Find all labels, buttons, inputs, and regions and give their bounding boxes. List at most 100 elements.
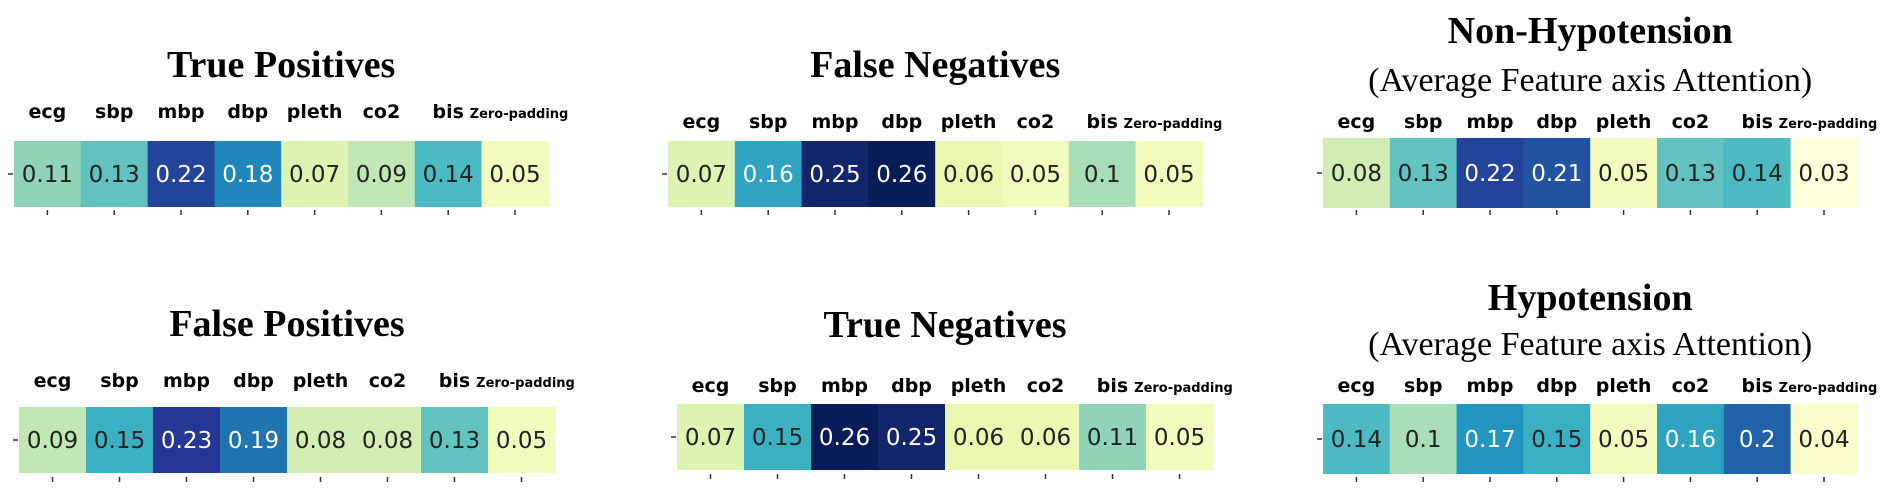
cell-value-label: 0.04 [1798, 427, 1849, 453]
feature-label: pleth [1596, 111, 1652, 133]
cell-value-label: 0.1 [1405, 427, 1442, 453]
heatmap-cell [945, 404, 1013, 470]
heatmap-cell [1323, 404, 1391, 474]
heatmap-cell [734, 141, 803, 207]
feature-label: mbp [821, 375, 868, 397]
cell-value-label: 0.22 [155, 162, 206, 188]
heatmap-cell [1323, 138, 1391, 208]
cell-value-label: 0.05 [496, 428, 547, 454]
heatmap-cell [214, 141, 282, 207]
feature-label: pleth [951, 375, 1007, 397]
heatmap-cell [1590, 404, 1658, 474]
heatmap-cell [677, 404, 745, 470]
heatmap-cell [868, 141, 936, 207]
feature-label: dbp [1536, 375, 1577, 397]
feature-label: bis [1097, 375, 1128, 397]
cell-value-label: 0.16 [1665, 427, 1716, 453]
heatmap-cell [421, 407, 489, 473]
feature-label: sbp [749, 111, 788, 133]
chart-title: True Positives [167, 44, 395, 86]
heatmap-cell [354, 407, 422, 473]
feature-label: pleth [287, 101, 343, 123]
chart-title: False Positives [169, 303, 404, 345]
feature-label: pleth [293, 370, 349, 392]
feature-label: ecg [34, 370, 72, 392]
cell-value-label: 0.06 [953, 425, 1004, 451]
heatmap-cell [14, 141, 82, 207]
cell-value-label: 0.14 [1331, 427, 1382, 453]
feature-label: sbp [1404, 111, 1443, 133]
heatmap-cell [19, 407, 87, 473]
feature-label: sbp [100, 370, 139, 392]
cell-value-label: 0.16 [743, 162, 794, 188]
cell-value-label: 0.26 [819, 425, 870, 451]
feature-label: Zero-padding [1779, 381, 1878, 396]
feature-label: mbp [1467, 111, 1514, 133]
heatmap-cell [488, 407, 556, 473]
feature-label: co2 [363, 101, 401, 123]
heatmap-cell [811, 404, 879, 470]
heatmap-cell [481, 141, 549, 207]
heatmap-cell [1146, 404, 1214, 470]
heatmap-cell [1012, 404, 1080, 470]
cell-value-label: 0.05 [489, 162, 540, 188]
cell-value-label: 0.05 [1143, 162, 1194, 188]
feature-label: sbp [95, 101, 134, 123]
heatmap-cell [414, 141, 483, 207]
cell-value-label: 0.06 [1020, 425, 1071, 451]
feature-label: Zero-padding [1779, 117, 1878, 132]
cell-value-label: 0.13 [1665, 161, 1716, 187]
cell-value-label: 0.22 [1464, 161, 1515, 187]
heatmap-cell [1079, 404, 1147, 470]
feature-label: Zero-padding [470, 107, 569, 122]
feature-label: ecg [1338, 375, 1376, 397]
feature-label: dbp [227, 101, 268, 123]
feature-label: Zero-padding [476, 376, 575, 391]
feature-label: dbp [233, 370, 274, 392]
cell-value-label: 0.13 [89, 162, 140, 188]
feature-label: sbp [758, 375, 797, 397]
cell-value-label: 0.25 [809, 162, 860, 188]
cell-value-label: 0.1 [1084, 162, 1121, 188]
feature-label: bis [1741, 111, 1772, 133]
feature-label: co2 [1027, 375, 1065, 397]
heatmap-cell [220, 407, 288, 473]
cell-value-label: 0.15 [94, 428, 145, 454]
feature-label: co2 [1672, 111, 1710, 133]
cell-value-label: 0.05 [1598, 161, 1649, 187]
cell-value-label: 0.14 [1732, 161, 1783, 187]
heatmap-cell [744, 404, 812, 470]
cell-value-label: 0.18 [222, 162, 273, 188]
feature-label: pleth [941, 111, 997, 133]
heatmap-cell [1002, 141, 1070, 207]
heatmap-cell [1523, 404, 1591, 474]
cell-value-label: 0.13 [429, 428, 480, 454]
heatmap-cell [1135, 141, 1203, 207]
feature-label: ecg [683, 111, 721, 133]
feature-label: bis [432, 101, 463, 123]
cell-value-label: 0.14 [423, 162, 474, 188]
feature-label: mbp [812, 111, 859, 133]
heatmap-cell [1389, 404, 1458, 474]
feature-label: ecg [29, 101, 67, 123]
cell-value-label: 0.15 [1531, 427, 1582, 453]
cell-value-label: 0.08 [295, 428, 346, 454]
feature-label: bis [1086, 111, 1117, 133]
cell-value-label: 0.2 [1739, 427, 1776, 453]
cell-value-label: 0.21 [1531, 161, 1582, 187]
feature-label: mbp [1467, 375, 1514, 397]
feature-label: dbp [891, 375, 932, 397]
heatmap-cell [86, 407, 154, 473]
cell-value-label: 0.11 [22, 162, 73, 188]
heatmap-cell [1523, 138, 1591, 208]
cell-value-label: 0.09 [27, 428, 78, 454]
cell-value-label: 0.06 [943, 162, 994, 188]
heatmap-cell [1657, 138, 1725, 208]
feature-label: co2 [369, 370, 407, 392]
cell-value-label: 0.07 [685, 425, 736, 451]
cell-value-label: 0.05 [1598, 427, 1649, 453]
heatmap-cell [1790, 404, 1858, 474]
cell-value-label: 0.11 [1087, 425, 1138, 451]
feature-label: Zero-padding [1134, 381, 1233, 396]
